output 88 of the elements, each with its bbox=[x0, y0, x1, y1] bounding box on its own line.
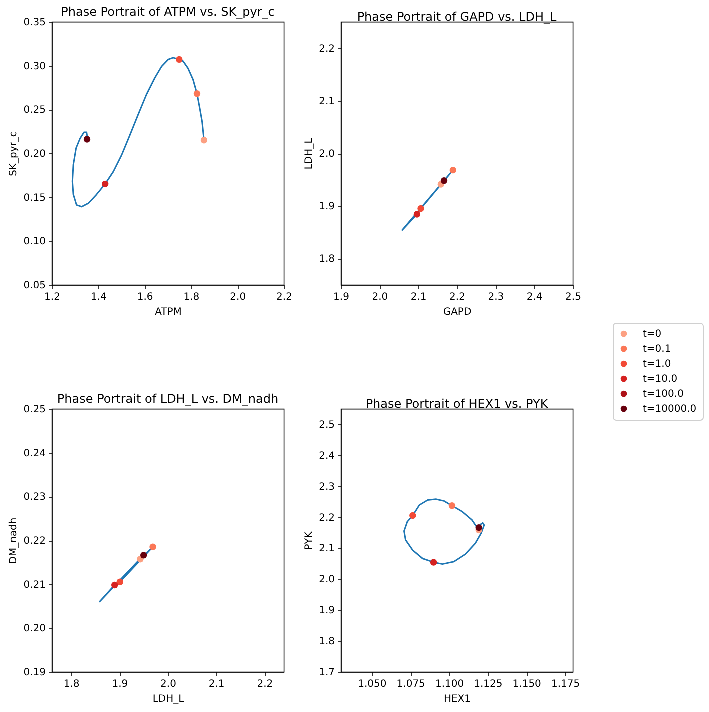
y-tick-label: 1.8 bbox=[319, 254, 335, 266]
point bbox=[194, 90, 201, 98]
y-tick-label: 2.2 bbox=[319, 512, 335, 524]
legend-label: t=10000.0 bbox=[643, 404, 697, 415]
x-tick-label: 2.5 bbox=[566, 292, 582, 303]
point bbox=[448, 502, 456, 510]
point bbox=[430, 559, 438, 566]
y-tick-label: 2.0 bbox=[319, 574, 335, 586]
y-tick-label: 2.3 bbox=[319, 482, 335, 493]
x-axis-title: LDH_L bbox=[152, 694, 185, 705]
y-tick-label: 1.9 bbox=[319, 202, 335, 213]
point bbox=[84, 136, 91, 143]
x-tick-label: 1.150 bbox=[512, 679, 542, 690]
y-tick-label: 0.20 bbox=[24, 624, 46, 635]
point bbox=[200, 137, 208, 144]
x-tick-label: 1.050 bbox=[358, 679, 387, 690]
x-tick-label: 1.8 bbox=[184, 292, 200, 303]
point bbox=[140, 552, 148, 559]
x-tick-label: 2.4 bbox=[526, 292, 543, 303]
y-tick-label: 2.1 bbox=[319, 96, 335, 108]
x-tick-label: 2.0 bbox=[160, 679, 176, 690]
point bbox=[116, 578, 124, 586]
legend-label: t=10.0 bbox=[643, 374, 678, 385]
x-axis-title: ATPM bbox=[155, 307, 182, 318]
chart-title: Phase Portrait of GAPD vs. LDH_L bbox=[357, 10, 557, 24]
y-tick-label: 0.21 bbox=[24, 580, 46, 591]
legend-label: t=0 bbox=[643, 329, 662, 340]
x-tick-label: 1.075 bbox=[396, 679, 426, 690]
x-tick-label: 1.125 bbox=[474, 679, 503, 690]
x-tick-label: 2.0 bbox=[372, 292, 388, 303]
point bbox=[414, 211, 421, 218]
x-tick-label: 2.3 bbox=[488, 292, 504, 303]
x-tick-label: 1.4 bbox=[90, 292, 107, 303]
point bbox=[476, 524, 482, 532]
y-tick-label: 0.22 bbox=[24, 536, 46, 547]
y-tick-label: 0.19 bbox=[24, 668, 46, 678]
y-tick-label: 2.2 bbox=[319, 44, 335, 55]
y-axis-title: LDH_L bbox=[304, 138, 316, 170]
x-tick-label: 2.2 bbox=[257, 679, 274, 690]
y-axis-title: SK_pyr_c bbox=[8, 132, 20, 176]
x-tick-label: 2.1 bbox=[208, 679, 225, 690]
y-tick-label: 2.5 bbox=[319, 420, 335, 431]
y-tick-label: 0.25 bbox=[24, 105, 46, 116]
y-tick-label: 0.23 bbox=[24, 492, 46, 504]
line-series bbox=[404, 498, 486, 566]
y-tick-label: 0.20 bbox=[24, 149, 46, 160]
y-tick-label: 2.1 bbox=[319, 544, 335, 555]
point bbox=[440, 178, 448, 184]
x-tick-label: 2.1 bbox=[410, 292, 427, 303]
chart-title: Phase Portrait of HEX1 vs. PYK bbox=[366, 397, 550, 411]
point bbox=[150, 544, 156, 550]
x-tick-label: 1.175 bbox=[551, 679, 580, 690]
x-tick-label: 1.100 bbox=[435, 679, 464, 690]
point bbox=[111, 582, 118, 589]
y-tick-label: 0.05 bbox=[24, 280, 46, 292]
y-tick-label: 0.10 bbox=[24, 236, 46, 248]
point bbox=[176, 56, 183, 64]
x-tick-label: 1.9 bbox=[112, 679, 128, 690]
y-tick-label: 1.9 bbox=[319, 606, 335, 617]
y-tick-label: 1.8 bbox=[319, 636, 335, 648]
x-axis-title: GAPD bbox=[443, 307, 472, 318]
y-tick-label: 1.7 bbox=[319, 668, 335, 678]
x-tick-label: 2.2 bbox=[450, 292, 466, 303]
x-tick-label: 2.0 bbox=[230, 292, 246, 303]
chart-title: Phase Portrait of ATPM vs. SK_pyr_c bbox=[61, 5, 275, 19]
legend-label: t=0.1 bbox=[643, 344, 672, 355]
y-tick-label: 0.25 bbox=[24, 404, 46, 416]
x-axis-title: HEX1 bbox=[444, 694, 472, 705]
x-tick-label: 2.2 bbox=[276, 292, 292, 303]
legend-label: t=1.0 bbox=[643, 359, 672, 370]
y-tick-label: 0.24 bbox=[24, 448, 46, 460]
y-tick-label: 2.4 bbox=[319, 450, 335, 462]
x-tick-label: 1.6 bbox=[137, 292, 154, 303]
x-tick-label: 1.9 bbox=[334, 292, 350, 303]
y-tick-label: 0.15 bbox=[24, 192, 46, 204]
point bbox=[418, 205, 424, 212]
x-tick-label: 1.2 bbox=[44, 292, 60, 303]
point bbox=[102, 180, 109, 188]
x-tick-label: 1.8 bbox=[64, 679, 80, 690]
legend-label: t=100.0 bbox=[643, 389, 684, 400]
y-axis-title: DM_nadh bbox=[8, 518, 20, 564]
y-axis-title: PYK bbox=[304, 531, 316, 550]
point bbox=[450, 166, 456, 174]
point bbox=[410, 512, 416, 520]
y-tick-label: 0.30 bbox=[24, 61, 46, 72]
y-tick-label: 2.0 bbox=[319, 149, 335, 160]
y-tick-label: 0.35 bbox=[24, 18, 46, 28]
chart-title: Phase Portrait of LDH_L vs. DM_nadh bbox=[57, 392, 279, 406]
